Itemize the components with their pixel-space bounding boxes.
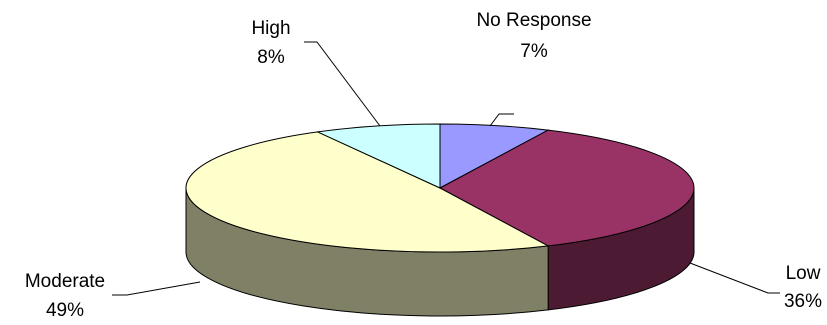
label-low-name: Low bbox=[786, 263, 821, 284]
slice-high bbox=[315, 123, 441, 189]
slice-low bbox=[438, 129, 695, 247]
label-high-name: High bbox=[251, 18, 290, 39]
slice-no-response bbox=[439, 123, 550, 189]
label-moderate-name: Moderate bbox=[25, 271, 105, 292]
label-no-response-value: 7% bbox=[520, 41, 548, 62]
leader-moderate bbox=[112, 281, 201, 296]
leader-low bbox=[689, 262, 780, 294]
leader-lines bbox=[112, 41, 780, 296]
leader-high bbox=[304, 41, 381, 127]
label-low-value: 36% bbox=[784, 291, 822, 312]
label-moderate-value: 49% bbox=[46, 300, 84, 321]
pie-tops bbox=[185, 123, 695, 253]
leader-no-response bbox=[489, 113, 514, 127]
slice-moderate bbox=[185, 131, 550, 253]
label-high-value: 8% bbox=[257, 47, 285, 68]
label-no-response-name: No Response bbox=[476, 10, 591, 31]
